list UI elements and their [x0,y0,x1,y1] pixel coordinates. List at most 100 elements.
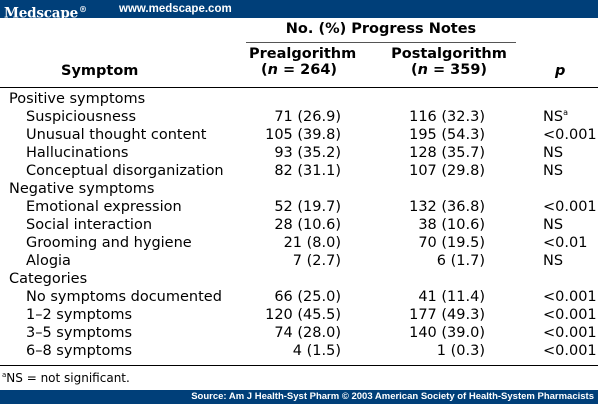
postalgorithm-value: 70 (19.5) [418,235,485,251]
p-value: NS [543,216,563,234]
section-row: Negative symptoms [0,180,598,198]
p-value-footnote-marker: a [563,108,568,118]
group-header: No. (%) Progress Notes [285,21,477,37]
symptom-label: Emotional expression [26,199,182,215]
symptom-label: Grooming and hygiene [26,235,192,251]
prealgorithm-value: 120 (45.5) [265,307,341,323]
prealgorithm-value: 4 (1.5) [292,343,341,359]
table-row: Social interaction 28 (10.6) 38 (10.6) NS [0,216,598,234]
p-value-text: <0.001 [543,289,597,305]
p-value-text: <0.001 [543,325,597,341]
p-value-text: NS [543,217,564,233]
table-row: No symptoms documented 66 (25.0) 41 (11.4)… [0,288,598,306]
postalgorithm-n: (n = 359) [410,62,488,78]
table-row: Emotional expression 52 (19.7) 132 (36.8) <… [0,198,598,216]
postalgorithm-value: 140 (39.0) [409,325,485,341]
prealgorithm-value: 71 (26.9) [274,109,341,125]
prealgorithm-value: 21 (8.0) [283,235,341,251]
postalgorithm-label: Postalgorithm [391,46,507,62]
footnote-marker: a [2,371,7,379]
prealgorithm-label: Prealgorithm [249,46,357,62]
column-header-prealgorithm: Prealgorithm (n = 264) [249,46,357,78]
p-value: <0.001 [543,198,597,216]
postalgorithm-value: 41 (11.4) [418,289,485,305]
source-citation: Source: Am J Health-Syst Pharm © 2003 Am… [191,391,594,402]
p-value: NS [543,162,563,180]
prealgorithm-value: 52 (19.7) [274,199,341,215]
prealgorithm-value: 66 (25.0) [274,289,341,305]
p-value: NS [543,252,563,270]
p-value-text: NS [543,253,564,269]
table-row: Grooming and hygiene 21 (8.0) 70 (19.5) <0.… [0,234,598,252]
prealgorithm-value: 105 (39.8) [265,127,341,143]
p-value-text: <0.001 [543,127,597,143]
postalgorithm-value: 38 (10.6) [418,217,485,233]
logo-registered-mark: ® [78,4,87,14]
prealgorithm-value: 74 (28.0) [274,325,341,341]
p-value: <0.001 [543,306,597,324]
p-value: <0.001 [543,342,597,360]
symptom-label: 3–5 symptoms [26,325,133,341]
prealgorithm-value: 7 (2.7) [292,253,341,269]
p-value-text: <0.001 [543,343,597,359]
p-value: <0.001 [543,126,597,144]
section-label: Categories [9,271,88,287]
table-row: Unusual thought content 105 (39.8) 195 (54… [0,126,598,144]
table-row: 1–2 symptoms 120 (45.5) 177 (49.3) <0.001 [0,306,598,324]
symptom-label: Conceptual disorganization [26,163,224,179]
postalgorithm-value: 195 (54.3) [409,127,485,143]
prealgorithm-value: 28 (10.6) [274,217,341,233]
symptom-label: 6–8 symptoms [26,343,133,359]
footnote: aNS = not significant. [2,371,130,385]
p-value-text: NS [543,145,564,161]
column-header-symptom: Symptom [61,63,139,79]
p-value-text: NS [543,109,564,125]
table-row: 6–8 symptoms 4 (1.5) 1 (0.3) <0.001 [0,342,598,360]
table-bottom-rule [0,365,598,366]
symptom-label: Unusual thought content [26,127,207,143]
table-row: Suspiciousness 71 (26.9) 116 (32.3) NSa [0,108,598,126]
p-value-text: <0.001 [543,199,597,215]
section-label: Positive symptoms [9,91,146,107]
table-row: Hallucinations 93 (35.2) 128 (35.7) NS [0,144,598,162]
symptom-label: No symptoms documented [26,289,222,305]
p-value: NSa [543,108,568,126]
p-value-text: NS [543,163,564,179]
symptom-label: Hallucinations [26,145,129,161]
p-value-text: <0.01 [543,235,588,251]
p-value-text: <0.001 [543,307,597,323]
symptom-label: Suspiciousness [26,109,137,125]
section-label: Negative symptoms [9,181,155,197]
postalgorithm-value: 6 (1.7) [436,253,485,269]
symptom-label: Alogia [26,253,71,269]
p-value: <0.001 [543,324,597,342]
postalgorithm-value: 1 (0.3) [436,343,485,359]
site-url-link[interactable]: www.medscape.com [119,3,232,15]
table-row: Conceptual disorganization 82 (31.1) 107 (… [0,162,598,180]
postalgorithm-value: 177 (49.3) [409,307,485,323]
symptom-label: 1–2 symptoms [26,307,133,323]
postalgorithm-value: 116 (32.3) [409,109,485,125]
group-header-rule [246,42,516,43]
prealgorithm-n: (n = 264) [260,62,338,78]
footnote-text: NS = not significant. [6,371,130,385]
postalgorithm-value: 128 (35.7) [409,145,485,161]
header-rule [0,87,598,88]
p-value: NS [543,144,563,162]
column-header-p: p [555,63,566,79]
postalgorithm-value: 107 (29.8) [409,163,485,179]
p-value: <0.01 [543,234,587,252]
section-row: Categories [0,270,598,288]
table-row: Alogia 7 (2.7) 6 (1.7) NS [0,252,598,270]
top-banner: Medscape® www.medscape.com [0,0,598,22]
postalgorithm-value: 132 (36.8) [409,199,485,215]
prealgorithm-value: 82 (31.1) [274,163,341,179]
table-row: 3–5 symptoms 74 (28.0) 140 (39.0) <0.001 [0,324,598,342]
column-header-postalgorithm: Postalgorithm (n = 359) [386,46,512,78]
symptom-label: Social interaction [26,217,153,233]
logo-text: Medscape [4,5,78,22]
medscape-logo[interactable]: Medscape® [4,1,87,22]
table-body: Positive symptoms Suspiciousness 71 (26.9)… [0,90,598,360]
section-row: Positive symptoms [0,90,598,108]
bottom-banner: Source: Am J Health-Syst Pharm © 2003 Am… [0,390,598,404]
